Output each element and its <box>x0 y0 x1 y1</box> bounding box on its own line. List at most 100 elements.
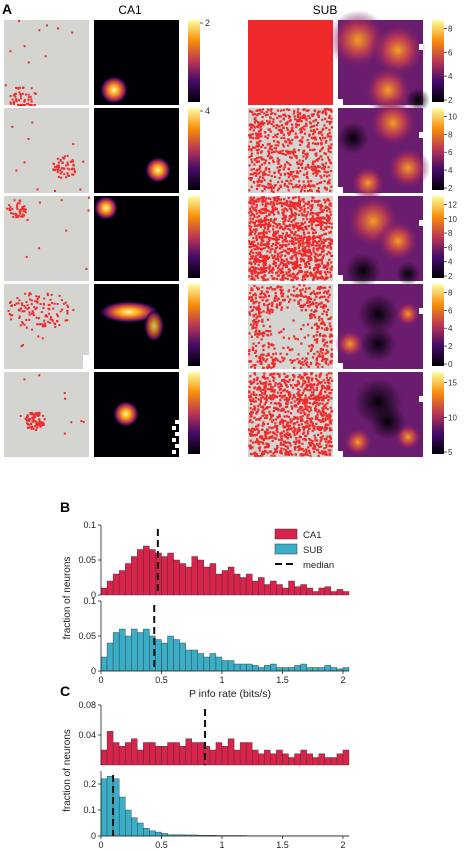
spike <box>305 287 308 290</box>
spike <box>329 376 332 380</box>
spike <box>282 228 285 231</box>
spike <box>256 360 259 363</box>
spike <box>319 427 322 431</box>
spike <box>316 182 319 186</box>
histogram-bar <box>330 667 338 672</box>
spike <box>291 278 294 282</box>
spike <box>304 403 307 406</box>
spike <box>261 158 264 161</box>
y-tick-label: 0.1 <box>83 520 96 530</box>
spike <box>254 171 257 175</box>
spike <box>60 170 63 173</box>
spike <box>267 330 270 333</box>
spike <box>283 113 286 116</box>
spike <box>307 225 311 228</box>
histogram-bar <box>330 757 338 766</box>
spike <box>21 215 24 218</box>
spike <box>33 104 36 106</box>
spike <box>31 413 34 416</box>
spike <box>289 249 292 252</box>
spike <box>261 409 264 412</box>
histogram-bar <box>167 742 174 766</box>
spike <box>255 114 258 117</box>
spike <box>257 136 260 140</box>
y-tick-label: 0.1 <box>83 596 96 606</box>
spike <box>297 244 301 247</box>
spike <box>253 224 256 227</box>
spike <box>266 254 269 257</box>
panel-letter-a: A <box>2 1 12 17</box>
arena-edge <box>175 420 179 424</box>
spike <box>292 243 296 246</box>
spike <box>72 173 75 176</box>
spike <box>249 128 252 131</box>
spike <box>308 272 312 275</box>
spike <box>307 183 311 186</box>
spike <box>316 350 319 353</box>
spike <box>281 289 284 292</box>
spike <box>319 253 322 256</box>
spike <box>324 117 327 120</box>
spike <box>274 352 277 355</box>
spike <box>265 397 268 400</box>
spike <box>23 205 26 208</box>
spike <box>298 284 301 287</box>
spike <box>263 344 266 347</box>
spike <box>294 453 297 456</box>
spike <box>307 201 311 204</box>
spike <box>303 373 306 377</box>
spike <box>309 303 312 306</box>
spike <box>277 238 280 241</box>
spike <box>311 356 315 359</box>
spike <box>28 423 31 426</box>
spike <box>295 432 299 435</box>
spike <box>306 453 309 456</box>
spike <box>291 126 294 129</box>
spike <box>248 390 251 393</box>
spike <box>258 446 262 449</box>
spike <box>294 230 297 234</box>
spike <box>295 294 298 297</box>
spike <box>326 327 329 331</box>
spike <box>322 238 325 241</box>
spike <box>313 228 316 232</box>
spike <box>301 392 304 395</box>
spike <box>264 221 267 224</box>
spike <box>64 155 67 158</box>
spike <box>302 284 306 287</box>
spike <box>253 163 256 166</box>
spike <box>248 155 251 159</box>
spike <box>264 146 267 149</box>
spike <box>36 426 39 429</box>
spike <box>329 392 332 395</box>
spike <box>300 394 303 397</box>
spike <box>25 300 28 303</box>
spike <box>19 94 22 97</box>
spike <box>316 448 319 452</box>
spike <box>275 450 278 454</box>
spike <box>264 274 267 277</box>
spike <box>320 262 324 265</box>
spike <box>280 131 283 134</box>
spike <box>321 402 324 405</box>
spike <box>318 181 321 184</box>
spike <box>302 204 306 208</box>
spike <box>324 305 327 308</box>
spike <box>304 115 307 119</box>
spike <box>248 349 251 352</box>
spike <box>290 361 293 364</box>
spike <box>250 393 253 396</box>
spike <box>272 426 275 429</box>
spike <box>319 132 322 135</box>
spike <box>312 314 316 317</box>
histogram-bar <box>215 573 223 596</box>
spike <box>329 437 332 440</box>
spike <box>288 131 291 134</box>
spike <box>62 167 65 170</box>
spike <box>249 251 252 254</box>
spike <box>33 306 36 309</box>
spike <box>258 449 261 452</box>
spike <box>258 385 261 388</box>
histogram-bar <box>131 556 138 596</box>
spike <box>310 224 313 227</box>
